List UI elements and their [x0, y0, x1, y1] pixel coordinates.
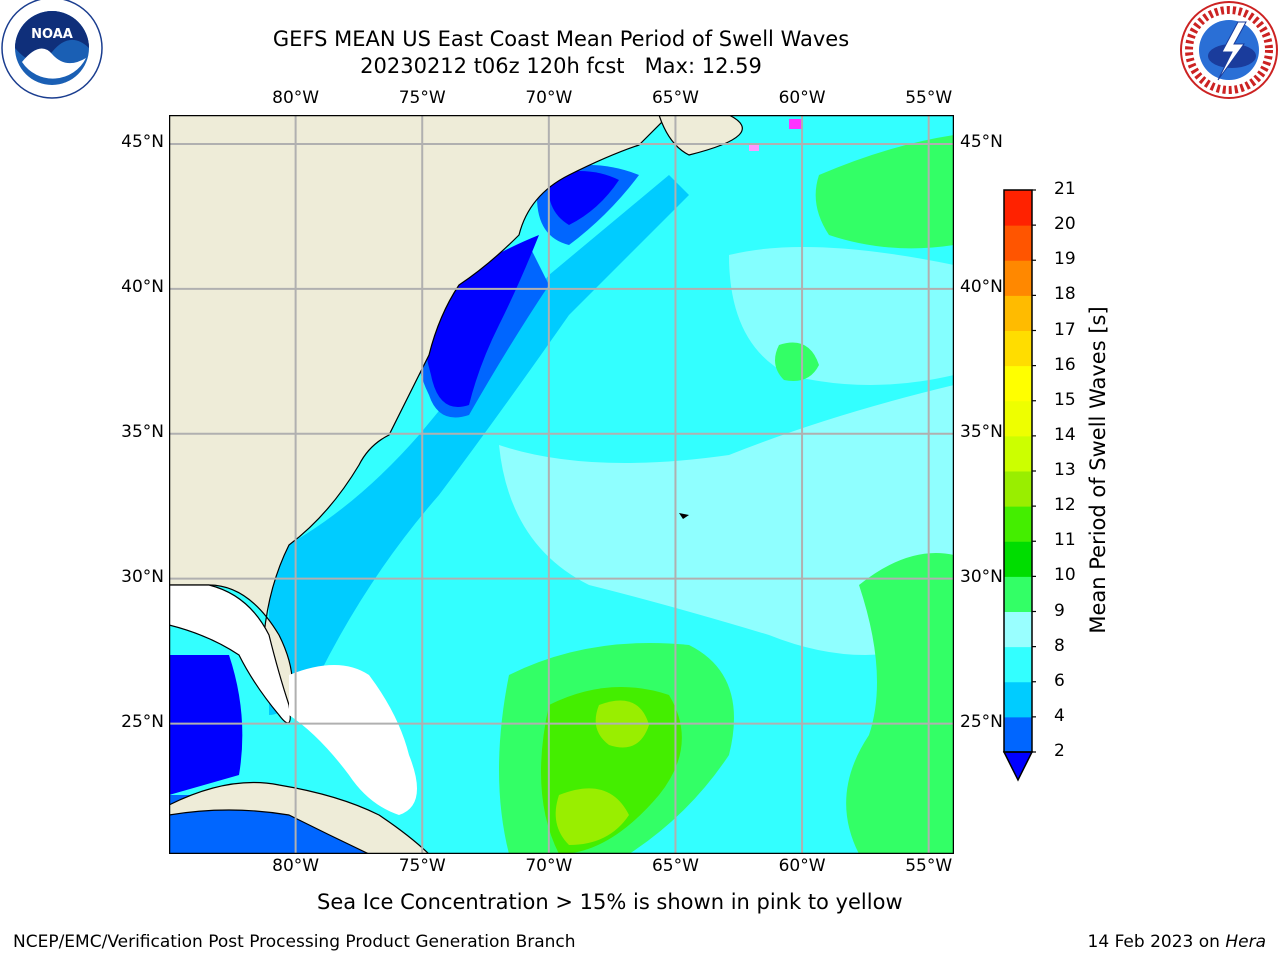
swell-under-2-midatlantic [424, 235, 539, 407]
footer-date: 14 Feb 2023 on Hera [1088, 932, 1266, 952]
lon-tick-label-top: 75°W [398, 88, 446, 108]
swell-8-9-band [499, 385, 954, 655]
svg-text:NOAA: NOAA [31, 27, 73, 42]
lat-tick-label-right: 40°N [960, 276, 1003, 297]
colorbar-label: Mean Period of Swell Waves [s] [1086, 306, 1110, 634]
nws-logo [1180, 1, 1278, 99]
colorbar-swatch [1004, 541, 1032, 577]
lon-tick-label-bottom: 65°W [651, 856, 699, 876]
swell-under-2-gulf [169, 655, 243, 795]
colorbar-tick-label: 4 [1054, 705, 1065, 726]
swell-9-10-patch-se [846, 553, 954, 854]
noaa-logo: NOAA [1, 0, 103, 99]
colorbar-tick-label: 11 [1054, 530, 1076, 551]
sea-ice-marker [789, 119, 803, 129]
colorbar-tick-label: 16 [1054, 354, 1076, 375]
colorbar-tick-label: 14 [1054, 424, 1076, 445]
colorbar-swatch [1004, 190, 1032, 226]
lon-tick-label-bottom: 75°W [398, 856, 446, 876]
swell-under-2-gulf-of-maine [548, 171, 619, 225]
colorbar-swatch [1004, 471, 1032, 507]
lat-tick-label-left: 30°N [121, 566, 164, 587]
nova-scotia-land [658, 115, 743, 156]
swell-4-6-coastal [269, 175, 689, 715]
lat-tick-label-right: 25°N [960, 711, 1003, 732]
lat-tick-label-right: 30°N [960, 566, 1003, 587]
cuba-land [169, 781, 430, 854]
lon-tick-label-top: 65°W [651, 88, 699, 108]
bermuda-island [679, 513, 689, 519]
lon-tick-label-top: 80°W [272, 88, 320, 108]
chart-title: GEFS MEAN US East Coast Mean Period of S… [0, 26, 1122, 80]
graticule [169, 115, 954, 854]
lon-tick-label-bottom: 60°W [778, 856, 826, 876]
sea-ice-marker [749, 143, 759, 151]
colorbar-swatch [1004, 506, 1032, 542]
colorbar-tick-label: 20 [1054, 214, 1076, 235]
colorbar-tick-label: 18 [1054, 284, 1076, 305]
lat-tick-label-left: 35°N [121, 421, 164, 442]
title-line-1: GEFS MEAN US East Coast Mean Period of S… [272, 27, 850, 51]
colorbar-tick-label: 6 [1054, 670, 1065, 691]
colorbar-swatch [1004, 225, 1032, 261]
colorbar-tick-label: 8 [1054, 635, 1065, 656]
colorbar-extend-arrow [1002, 751, 1034, 782]
colorbar-swatch [1004, 646, 1032, 683]
colorbar-tick-label: 15 [1054, 389, 1076, 410]
colorbar-swatch [1004, 716, 1032, 753]
colorbar-swatch [1004, 295, 1032, 331]
lon-tick-label-top: 70°W [525, 88, 573, 108]
footer-credit: NCEP/EMC/Verification Post Processing Pr… [13, 932, 576, 952]
colorbar-swatch [1004, 400, 1032, 437]
map-panel [169, 115, 954, 854]
map-frame [169, 115, 954, 854]
colorbar-swatch [1004, 576, 1032, 612]
colorbar-tick-label: 13 [1054, 460, 1076, 480]
lon-tick-label-top: 60°W [778, 88, 826, 108]
colorbar-tick-label: 2 [1054, 741, 1065, 761]
swell-9-10-patch-ne [815, 135, 954, 249]
colorbar-swatch [1004, 611, 1032, 648]
colorbar [1002, 189, 1036, 782]
colorbar-tick-label: 9 [1054, 600, 1065, 621]
footer-date-text: 14 Feb 2023 on [1087, 932, 1226, 952]
lat-tick-label-left: 45°N [121, 131, 164, 152]
sea-ice-note: Sea Ice Concentration > 15% is shown in … [317, 890, 903, 914]
gulf-of-mexico-nodata [169, 584, 291, 724]
colorbar-swatch [1004, 365, 1032, 402]
colorbar-swatch [1004, 260, 1032, 296]
colorbar-swatch [1004, 681, 1032, 718]
lat-tick-label-left: 25°N [121, 711, 164, 732]
colorbar-tick-label: 12 [1054, 495, 1076, 516]
colorbar-tick-label: 10 [1054, 565, 1076, 586]
swell-9-10-patch-mid [775, 342, 819, 381]
colorbar-tick-label: 17 [1054, 319, 1076, 340]
lon-tick-label-bottom: 55°W [905, 856, 953, 876]
bahamas-nodata [289, 665, 417, 815]
lon-tick-label-bottom: 80°W [272, 856, 320, 876]
colorbar-swatch [1004, 330, 1032, 367]
lon-tick-label-top: 55°W [905, 88, 953, 108]
lat-tick-label-right: 35°N [960, 421, 1003, 442]
footer-machine: Hera [1225, 932, 1266, 952]
swell-12-patch [555, 788, 629, 845]
colorbar-tick-label: 19 [1054, 249, 1076, 270]
title-line-2: 20230212 t06z 120h fcst Max: 12.59 [360, 54, 762, 78]
colorbar-tick-label: 21 [1054, 179, 1076, 199]
lat-tick-label-right: 45°N [960, 131, 1003, 152]
colorbar-swatch [1004, 435, 1032, 472]
lon-tick-label-bottom: 70°W [525, 856, 573, 876]
lat-tick-label-left: 40°N [121, 276, 164, 297]
